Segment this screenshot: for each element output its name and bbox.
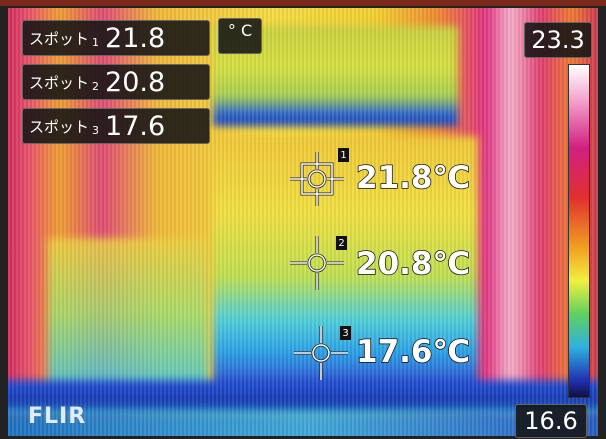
crosshair [290,152,344,206]
crosshair [294,326,348,380]
spot-index: 1 [92,35,100,49]
spot-box: スポット 3 17.6 [22,108,210,144]
logo: FLIR [28,404,87,429]
spot-label: スポット [29,73,90,92]
scale-min: 16.6 [515,404,587,438]
heat-band [8,380,598,418]
crosshair [290,236,344,290]
marker-reading: 21.8℃ [355,159,471,197]
spot-label: スポット [29,117,90,136]
top-strip [0,0,606,6]
spot-value: 20.8 [105,66,166,98]
color-scale [568,64,590,398]
spot-index: 3 [92,123,100,137]
marker-reading: 20.8℃ [355,245,471,283]
unit: ° C [218,18,262,54]
scale-max: 23.3 [524,22,592,58]
marker-index: 1 [338,148,349,162]
marker-index: 2 [336,236,347,250]
spot-value: 21.8 [105,22,166,54]
heat-left [48,238,208,388]
spot-label: スポット [29,29,90,48]
heat-door [213,136,478,391]
marker-index: 3 [340,326,351,340]
marker-reading: 17.6℃ [355,333,471,371]
thermal-image [8,8,598,436]
spot-value: 17.6 [105,110,166,142]
spot-index: 2 [92,79,100,93]
heat-floor [8,413,598,436]
spot-box: スポット 1 21.8 [22,20,210,56]
spot-box: スポット 2 20.8 [22,64,210,100]
